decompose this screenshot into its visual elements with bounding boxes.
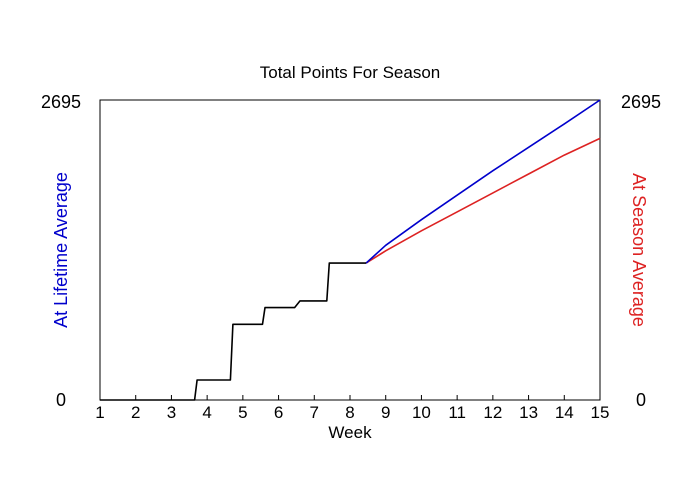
x-axis-label: Week (328, 423, 372, 442)
x-tick-label-15: 15 (591, 403, 610, 422)
x-tick-label-2: 2 (131, 403, 140, 422)
chart-title: Total Points For Season (260, 63, 440, 82)
x-tick-label-12: 12 (483, 403, 502, 422)
series-line-lifetime (365, 99, 601, 264)
series-layer (100, 99, 601, 401)
x-axis-ticks: 1 2 3 4 5 6 7 8 9 10 11 12 13 14 15 (95, 395, 609, 422)
y-tick-right-max: 2695 (621, 92, 661, 112)
y-axis-label-right: At Season Average (629, 173, 649, 327)
plot-frame (99, 99, 601, 401)
x-tick-label-13: 13 (519, 403, 538, 422)
x-tick-label-9: 9 (381, 403, 390, 422)
x-tick-label-10: 10 (412, 403, 431, 422)
y-tick-left-min: 0 (56, 390, 66, 410)
y-axis-label-left: At Lifetime Average (51, 172, 71, 328)
y-tick-left-max: 2695 (41, 92, 81, 112)
x-tick-label-3: 3 (167, 403, 176, 422)
x-tick-label-14: 14 (555, 403, 574, 422)
x-tick-label-5: 5 (238, 403, 247, 422)
y-tick-right-min: 0 (636, 390, 646, 410)
x-tick-label-11: 11 (448, 403, 466, 422)
series-line-actual (100, 262, 367, 401)
x-tick-label-1: 1 (95, 403, 104, 422)
x-tick-label-7: 7 (310, 403, 319, 422)
x-tick-label-8: 8 (345, 403, 354, 422)
series-line-season (365, 137, 601, 264)
x-tick-label-6: 6 (274, 403, 283, 422)
x-tick-label-4: 4 (202, 403, 211, 422)
